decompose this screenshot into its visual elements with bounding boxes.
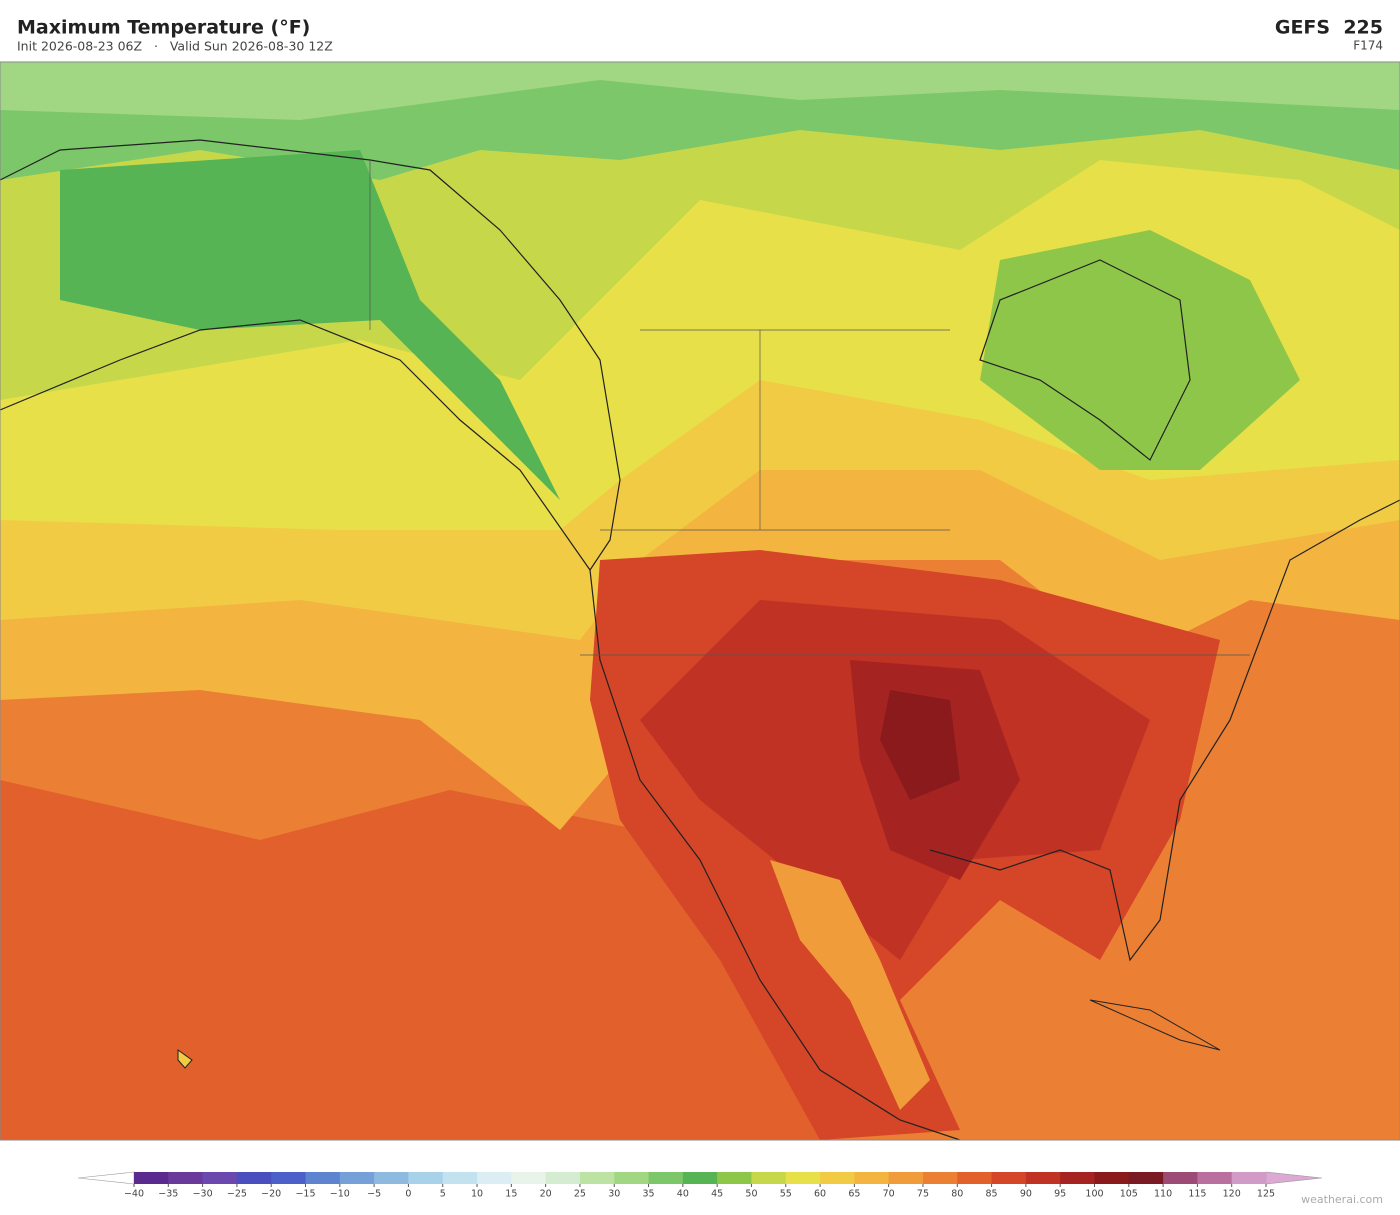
colorbar-label: 10 xyxy=(471,1189,483,1200)
colorbar-label: 100 xyxy=(1085,1189,1103,1200)
colorbar: −40 −35 −30 −25 −20 −15 −10 −5 0 5 10 15 20 25 30 35 40 4… xyxy=(77,1171,1323,1200)
coastline xyxy=(177,1049,193,1069)
colorbar-label: 0 xyxy=(405,1189,411,1200)
map xyxy=(0,61,1400,1141)
colorbar-bin xyxy=(957,1172,993,1184)
colorbar-label: −20 xyxy=(261,1189,281,1200)
colorbar-label: 90 xyxy=(1020,1189,1032,1200)
colorbar-label: 40 xyxy=(677,1189,689,1200)
colorbar-bin xyxy=(854,1172,890,1184)
colorbar-bin xyxy=(374,1172,409,1184)
colorbar-label: −40 xyxy=(124,1189,144,1200)
colorbar-label: 80 xyxy=(951,1189,963,1200)
colorbar-label: 115 xyxy=(1188,1189,1206,1200)
coastline xyxy=(589,569,961,1140)
colorbar-label: 15 xyxy=(505,1189,517,1200)
coastline xyxy=(979,259,1191,461)
colorbar-bin xyxy=(648,1172,684,1184)
colorbar-label: 95 xyxy=(1054,1189,1066,1200)
temperature-field xyxy=(0,62,1400,120)
colorbar-bin xyxy=(1163,1172,1198,1184)
colorbar-label: 20 xyxy=(540,1189,552,1200)
colorbar-bin xyxy=(1231,1172,1267,1184)
colorbar-bin xyxy=(717,1172,752,1184)
temperature-field xyxy=(60,150,560,500)
colorbar-label: 30 xyxy=(608,1189,620,1200)
temperature-field xyxy=(980,230,1300,470)
colorbar-bin xyxy=(614,1172,650,1184)
colorbar-bin xyxy=(922,1172,958,1184)
colorbar-bin xyxy=(820,1172,855,1184)
colorbar-label: 45 xyxy=(711,1189,723,1200)
colorbar-label: 55 xyxy=(780,1189,792,1200)
colorbar-bin xyxy=(1128,1172,1164,1184)
colorbar-bin xyxy=(785,1172,821,1184)
colorbar-bin xyxy=(305,1172,341,1184)
map-frame xyxy=(0,61,1400,1141)
colorbar-label: −35 xyxy=(158,1189,178,1200)
model-name: GEFS 225 xyxy=(1275,17,1383,39)
colorbar-label: −5 xyxy=(367,1189,381,1200)
colorbar-extension xyxy=(1265,1171,1323,1185)
colorbar-bin xyxy=(202,1172,238,1184)
colorbar-bin xyxy=(991,1172,1027,1184)
colorbar-bin xyxy=(1025,1172,1061,1184)
colorbar-bin xyxy=(477,1172,512,1184)
border xyxy=(369,160,1250,656)
colorbar-bin xyxy=(682,1172,718,1184)
colorbar-label: 85 xyxy=(986,1189,998,1200)
colorbar-label: 105 xyxy=(1120,1189,1138,1200)
colorbar-label: 25 xyxy=(574,1189,586,1200)
forecast-hour: F174 xyxy=(1353,39,1383,53)
coastline xyxy=(929,499,1400,962)
colorbar-bin xyxy=(579,1172,615,1184)
colorbar-label: 5 xyxy=(440,1189,446,1200)
coastline xyxy=(1089,999,1221,1051)
temperature-field xyxy=(880,690,960,800)
colorbar-bin xyxy=(1060,1172,1095,1184)
colorbar-label: 60 xyxy=(814,1189,826,1200)
colorbar-label: 125 xyxy=(1257,1189,1275,1200)
colorbar-bin xyxy=(339,1172,375,1184)
colorbar-label: −25 xyxy=(227,1189,247,1200)
colorbar-label: −15 xyxy=(295,1189,315,1200)
colorbar-label: −30 xyxy=(193,1189,213,1200)
colorbar-bin xyxy=(442,1172,478,1184)
colorbar-label: 70 xyxy=(883,1189,895,1200)
coastline xyxy=(0,139,621,572)
colorbar-label: 50 xyxy=(745,1189,757,1200)
colorbar-label: 120 xyxy=(1223,1189,1241,1200)
credit: weatherai.com xyxy=(1301,1193,1383,1206)
colorbar-bin xyxy=(511,1172,547,1184)
colorbar-label: 75 xyxy=(917,1189,929,1200)
colorbar-bin xyxy=(408,1172,444,1184)
colorbar-bin xyxy=(1094,1172,1130,1184)
colorbar-label: 65 xyxy=(848,1189,860,1200)
temperature-field xyxy=(770,860,930,1110)
colorbar-bin xyxy=(168,1172,204,1184)
colorbar-label: −10 xyxy=(330,1189,350,1200)
subtitle: Init 2026-08-23 06Z · Valid Sun 2026-08-… xyxy=(17,39,333,54)
colorbar-bin xyxy=(751,1172,787,1184)
title: Maximum Temperature (°F) xyxy=(17,17,310,39)
colorbar-bin xyxy=(134,1172,169,1184)
colorbar-bin xyxy=(271,1172,307,1184)
colorbar-bin xyxy=(1197,1172,1233,1184)
colorbar-bin xyxy=(888,1172,924,1184)
colorbar-bin xyxy=(236,1172,272,1184)
colorbar-label: 35 xyxy=(642,1189,654,1200)
colorbar-extension xyxy=(77,1171,135,1185)
colorbar-bin xyxy=(545,1172,581,1184)
colorbar-label: 110 xyxy=(1154,1189,1172,1200)
